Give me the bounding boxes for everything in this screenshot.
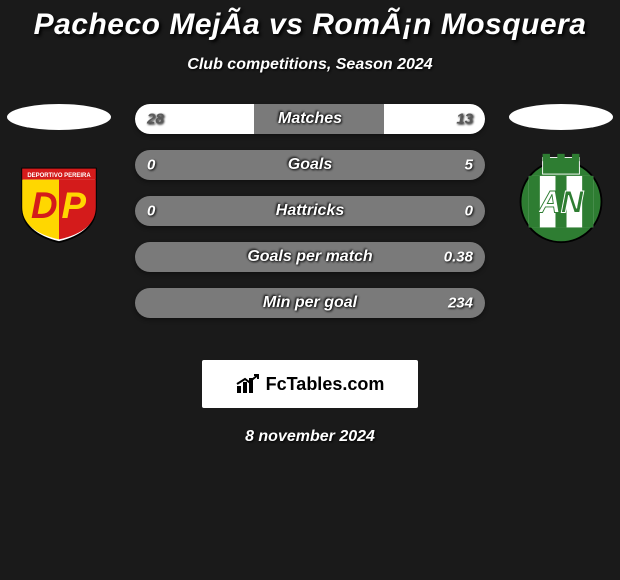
stat-rows: 28 Matches 13 0 Goals 5 0 Hattricks 0 [135, 104, 485, 318]
stat-row-goals-per-match: Goals per match 0.38 [135, 242, 485, 272]
stat-value-right: 0.38 [444, 249, 473, 266]
stat-row-matches: 28 Matches 13 [135, 104, 485, 134]
stat-value-right: 5 [465, 157, 473, 174]
stat-label: Goals per match [247, 248, 372, 266]
player-photo-placeholder-left [7, 104, 111, 130]
stat-value-left: 28 [147, 111, 164, 128]
stat-value-left: 0 [147, 157, 155, 174]
stat-label: Min per goal [263, 294, 357, 312]
stat-label: Matches [278, 110, 342, 128]
player-left-column: DEPORTIVO PEREIRA D P [4, 104, 114, 244]
stat-value-right: 13 [456, 111, 473, 128]
club-crest-right: A N [511, 152, 611, 244]
branding-text: FcTables.com [266, 374, 385, 395]
stat-label: Goals [288, 156, 332, 174]
chart-icon [236, 374, 260, 394]
player-right-column: A N [506, 104, 616, 244]
stat-value-right: 0 [465, 203, 473, 220]
stat-label: Hattricks [276, 202, 344, 220]
comparison-region: DEPORTIVO PEREIRA D P A N [0, 104, 620, 334]
club-crest-left: DEPORTIVO PEREIRA D P [9, 152, 109, 244]
crest-letter-p: P [61, 185, 86, 226]
crest-letter-n: N [561, 185, 585, 220]
page-title: Pacheco MejÃ­a vs RomÃ¡n Mosquera [0, 8, 620, 42]
branding-badge: FcTables.com [202, 360, 418, 408]
crest-letter-a: A [538, 185, 562, 220]
stat-row-hattricks: 0 Hattricks 0 [135, 196, 485, 226]
date-text: 8 november 2024 [0, 428, 620, 446]
comparison-card: Pacheco MejÃ­a vs RomÃ¡n Mosquera Club c… [0, 0, 620, 446]
subtitle: Club competitions, Season 2024 [0, 56, 620, 74]
stat-row-goals: 0 Goals 5 [135, 150, 485, 180]
player-photo-placeholder-right [509, 104, 613, 130]
stat-row-min-per-goal: Min per goal 234 [135, 288, 485, 318]
crest-letter-d: D [31, 185, 58, 226]
stat-value-right: 234 [448, 295, 473, 312]
crest-banner-text: DEPORTIVO PEREIRA [27, 173, 91, 179]
stat-value-left: 0 [147, 203, 155, 220]
